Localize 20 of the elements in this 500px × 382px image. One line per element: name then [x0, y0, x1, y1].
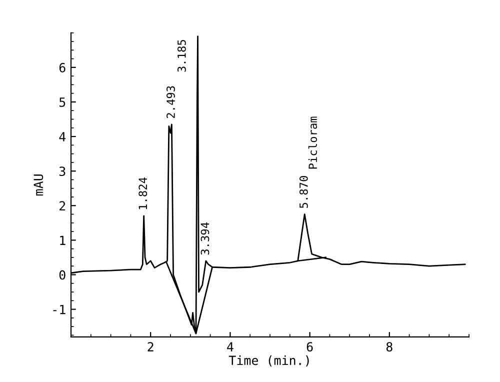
annotation: 5.870	[299, 176, 308, 208]
y-tick-label: 0	[59, 270, 66, 280]
x-tick-label: 6	[306, 342, 313, 352]
annotation: 2.493	[166, 86, 175, 118]
annotation: 3.394	[200, 222, 210, 255]
y-axis-title: mAU	[34, 174, 44, 196]
y-tick-label: 2	[60, 201, 66, 210]
y-tick-label: 4	[59, 132, 66, 142]
y-tick-label: -1	[53, 304, 66, 314]
y-tick-label: 6	[59, 62, 66, 72]
annotation: Picloram	[308, 116, 318, 169]
annotation: 1.824	[138, 178, 148, 210]
y-tick-label: 3	[59, 166, 66, 176]
x-tick-label: 4	[227, 342, 234, 352]
x-tick-label: 8	[386, 342, 392, 352]
y-tick-label: 1	[60, 236, 66, 245]
x-tick-label: 2	[148, 342, 154, 352]
x-axis-title: Time (min.)	[228, 355, 309, 367]
y-tick-label: 5	[59, 98, 66, 107]
annotation: 3.185	[177, 40, 186, 72]
